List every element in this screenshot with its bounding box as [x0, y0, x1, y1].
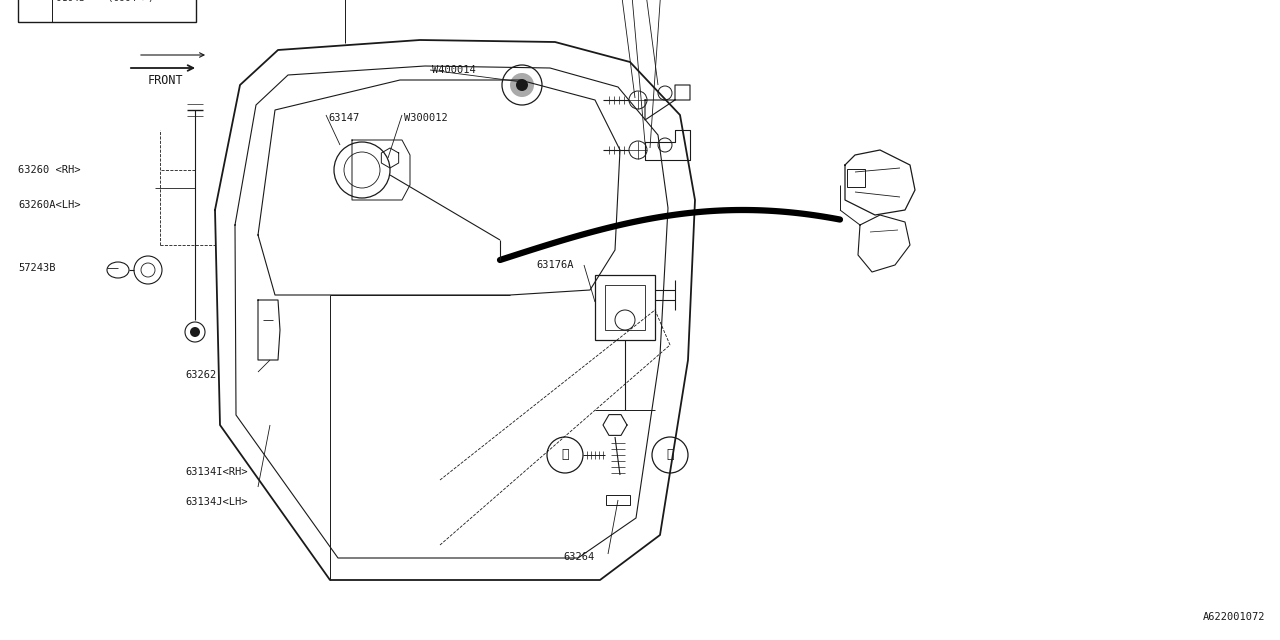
- Text: A622001072: A622001072: [1202, 612, 1265, 622]
- Circle shape: [516, 79, 529, 91]
- Circle shape: [189, 327, 200, 337]
- Text: 63176A: 63176A: [536, 260, 573, 270]
- Text: 63134J<LH>: 63134J<LH>: [186, 497, 247, 507]
- Text: W300012: W300012: [404, 113, 448, 123]
- Text: ①: ①: [561, 449, 568, 461]
- Text: 63264: 63264: [563, 552, 594, 562]
- Bar: [605, 495, 630, 505]
- Text: 63147: 63147: [328, 113, 360, 123]
- Text: W400014: W400014: [433, 65, 476, 75]
- Bar: [847, 169, 865, 187]
- Text: FRONT: FRONT: [148, 74, 183, 86]
- Bar: [595, 275, 655, 340]
- Text: ①: ①: [667, 449, 673, 461]
- Bar: [18, 0, 196, 22]
- Text: 0104S    (0904->): 0104S (0904->): [56, 0, 154, 3]
- Text: 57243B: 57243B: [18, 263, 55, 273]
- Circle shape: [509, 73, 534, 97]
- Bar: [605, 285, 645, 330]
- Text: 63262: 63262: [186, 370, 216, 380]
- Text: 63260A<LH>: 63260A<LH>: [18, 200, 81, 210]
- Text: 63260 <RH>: 63260 <RH>: [18, 165, 81, 175]
- Text: 63134I<RH>: 63134I<RH>: [186, 467, 247, 477]
